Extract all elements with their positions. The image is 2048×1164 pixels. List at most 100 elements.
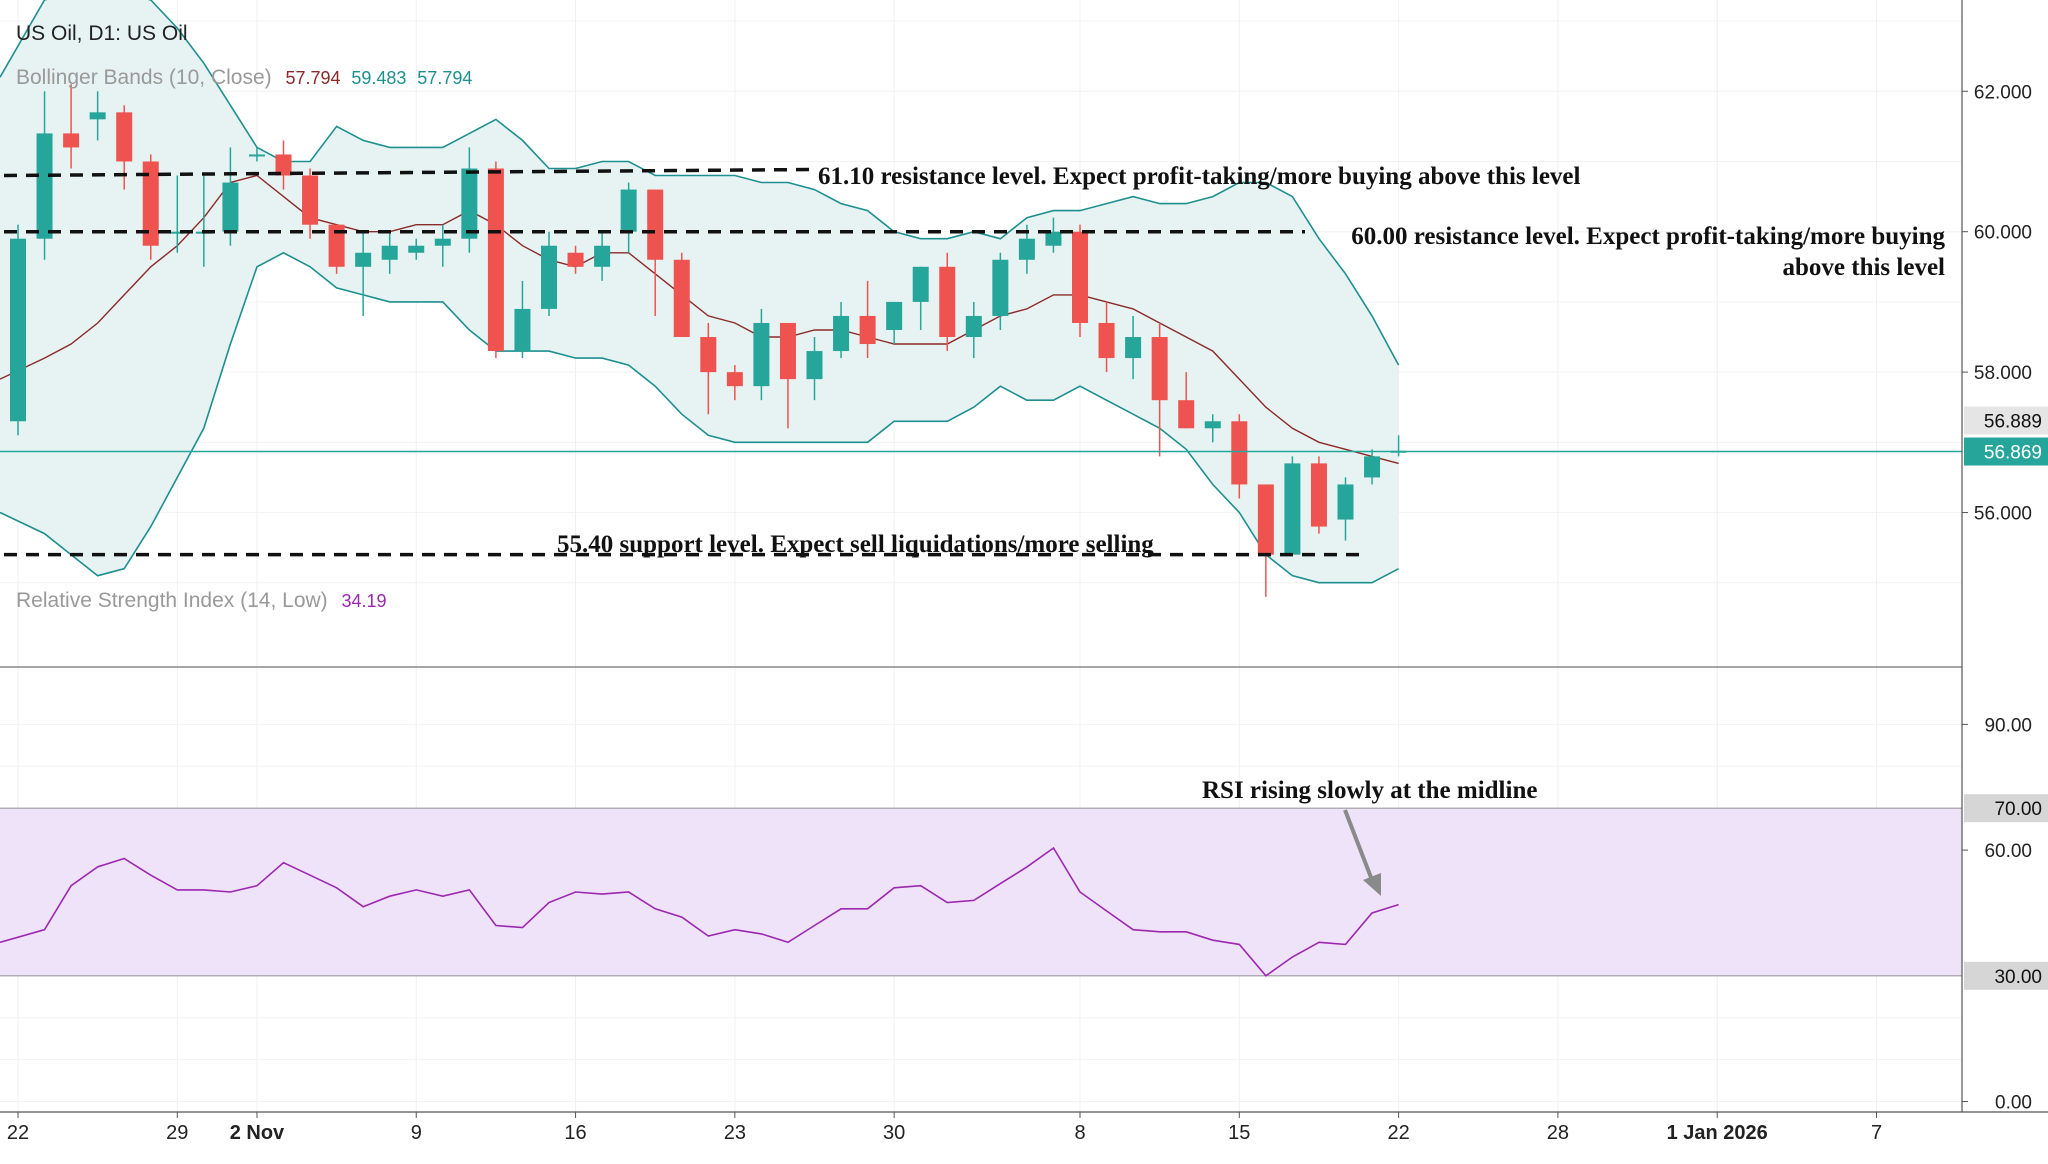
candle-body (222, 183, 238, 232)
candle (143, 154, 159, 259)
bollinger-value-2: 59.483 (351, 68, 406, 88)
price-tick-label: 62.000 (1974, 82, 2032, 103)
time-tick-label: 15 (1228, 1122, 1250, 1144)
candle-body (674, 260, 690, 337)
candle (488, 161, 504, 358)
candle-body (37, 133, 53, 238)
time-tick-label: 8 (1074, 1122, 1085, 1144)
bollinger-label: Bollinger Bands (10, Close) (16, 66, 272, 89)
candle-body (780, 323, 796, 379)
rsi-30-badge: 30.00 (1964, 962, 2048, 990)
rsi-legend-label: Relative Strength Index (14, Low) (16, 589, 328, 612)
candle-body (1258, 484, 1274, 554)
candle-body (488, 169, 504, 352)
rsi-pane (0, 808, 1962, 976)
previous-price-badge-text: 56.889 (1984, 412, 2042, 433)
candle-body (621, 190, 637, 232)
candle-body (833, 316, 849, 351)
candle-body (302, 176, 318, 225)
candle-body (1099, 323, 1115, 358)
candle-body (807, 351, 823, 379)
rsi-30-badge-text: 30.00 (1994, 967, 2042, 988)
time-tick-label: 2 Nov (230, 1122, 285, 1144)
chart-title: US Oil, D1: US Oil (16, 22, 188, 45)
candle-body (966, 316, 982, 337)
rsi-70-badge: 70.00 (1964, 794, 2048, 822)
time-tick-label: 1 Jan 2026 (1667, 1122, 1768, 1144)
candle-body (594, 246, 610, 267)
candle-body (1284, 463, 1300, 554)
previous-price-badge: 56.889 (1964, 407, 2048, 435)
candle-body (913, 267, 929, 302)
time-tick-label: 16 (564, 1122, 586, 1144)
resistance-1-annotation: 61.10 resistance level. Expect profit-ta… (818, 163, 1581, 190)
time-tick-label: 30 (883, 1122, 905, 1144)
time-tick-label: 22 (7, 1122, 29, 1144)
candle-body (435, 239, 451, 246)
candle-body (1125, 337, 1141, 358)
time-tick-label: 23 (724, 1122, 746, 1144)
rsi-tick-label: 60.00 (1984, 841, 2032, 862)
bollinger-value-3: 57.794 (417, 68, 472, 88)
time-tick-label: 22 (1387, 1122, 1409, 1144)
candle-body (10, 239, 26, 422)
rsi-zone-fill (0, 808, 1962, 976)
candle-body (568, 253, 584, 267)
candle-body (90, 112, 106, 119)
price-tick-label: 60.000 (1974, 223, 2032, 244)
candle-body (461, 169, 477, 239)
price-tick-label: 56.000 (1974, 504, 2032, 525)
bollinger-legend: Bollinger Bands (10, Close) 57.794 59.48… (16, 66, 472, 89)
candle-body (860, 316, 876, 344)
candle (674, 253, 690, 337)
rsi-legend: Relative Strength Index (14, Low) 34.19 (16, 589, 387, 612)
time-tick-label: 9 (411, 1122, 422, 1144)
candle-body (514, 309, 530, 351)
candle-body (1338, 484, 1354, 519)
candle-body (408, 246, 424, 253)
time-tick-label: 7 (1871, 1122, 1882, 1144)
candle-body (1364, 456, 1380, 477)
candle-body (355, 253, 371, 267)
candle (10, 225, 26, 436)
candle-body (886, 302, 902, 330)
rsi-tick-label: 90.00 (1984, 715, 2032, 736)
candle-body (1152, 337, 1168, 400)
candle-body (939, 267, 955, 337)
candle-body (1311, 463, 1327, 526)
candle-body (753, 323, 769, 386)
candle-body (992, 260, 1008, 316)
time-tick-label: 28 (1547, 1122, 1569, 1144)
candle-body (249, 154, 265, 156)
candle-body (1072, 232, 1088, 323)
last-price-badge-text: 56.869 (1984, 443, 2042, 464)
time-tick-label: 29 (166, 1122, 188, 1144)
candle-body (647, 190, 663, 260)
candle-body (116, 112, 132, 161)
candle-body (382, 246, 398, 260)
candle-body (1231, 421, 1247, 484)
rsi-70-badge-text: 70.00 (1994, 799, 2042, 820)
candle-body (727, 372, 743, 386)
rsi-annotation: RSI rising slowly at the midline (1202, 777, 1537, 804)
last-price-badge: 56.869 (1964, 438, 2048, 466)
bollinger-value-1: 57.794 (285, 68, 340, 88)
price-tick-label: 58.000 (1974, 363, 2032, 384)
candle (1311, 456, 1327, 533)
support-annotation: 55.40 support level. Expect sell liquida… (557, 531, 1154, 558)
candle (1072, 225, 1088, 337)
resistance-2-annotation-line-1: 60.00 resistance level. Expect profit-ta… (1351, 223, 1945, 250)
candle (939, 253, 955, 351)
candle-body (1045, 232, 1061, 246)
candle-body (700, 337, 716, 372)
rsi-tick-label: 0.00 (1995, 1093, 2032, 1114)
candle-body (1205, 421, 1221, 428)
candle-body (63, 133, 79, 147)
candle (1284, 456, 1300, 554)
candle-body (1019, 239, 1035, 260)
candle-body (1178, 400, 1194, 428)
rsi-legend-value: 34.19 (342, 591, 387, 611)
candle-body (541, 246, 557, 309)
